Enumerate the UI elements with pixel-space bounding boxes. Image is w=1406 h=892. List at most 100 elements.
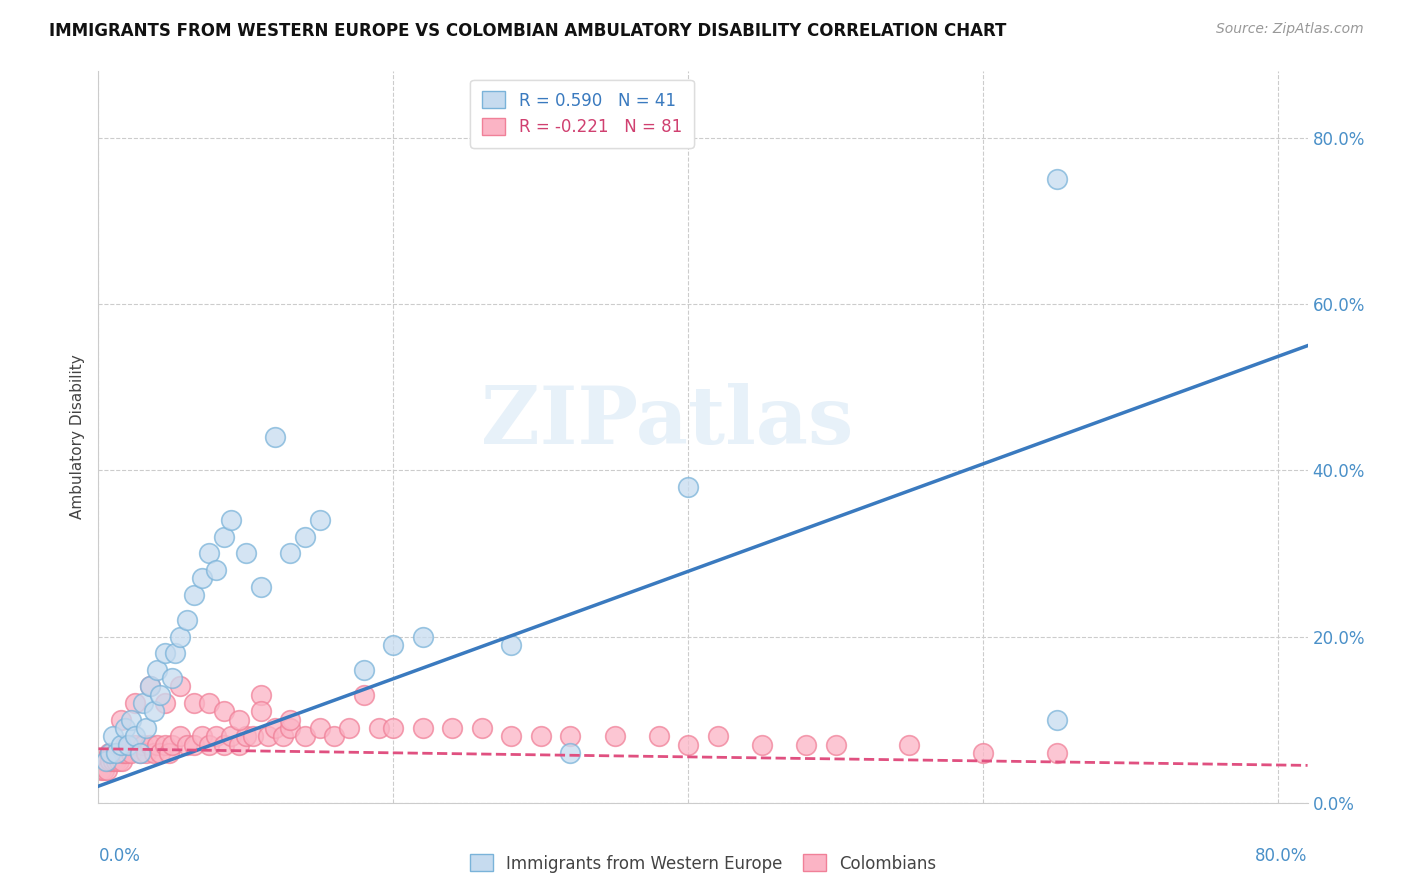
Point [471,721,494,735]
Point [128,746,150,760]
Point [105,754,128,768]
Point [183,738,205,752]
Point [183,696,205,710]
Point [294,729,316,743]
Point [146,663,169,677]
Point [308,721,330,735]
Point [560,746,582,760]
Point [264,430,287,444]
Point [131,696,153,710]
Point [110,738,132,752]
Text: IMMIGRANTS FROM WESTERN EUROPE VS COLOMBIAN AMBULATORY DISABILITY CORRELATION CH: IMMIGRANTS FROM WESTERN EUROPE VS COLOMB… [49,22,1007,40]
Point [972,746,994,760]
Point [501,638,523,652]
Point [100,746,122,760]
Point [257,729,280,743]
Point [382,721,405,735]
Point [271,729,294,743]
Point [560,729,582,743]
Point [115,746,138,760]
Point [212,530,235,544]
Point [124,696,146,710]
Point [235,729,257,743]
Point [153,696,176,710]
Point [249,688,271,702]
Point [114,721,136,735]
Point [176,613,198,627]
Point [530,729,553,743]
Point [110,746,132,760]
Point [176,738,198,752]
Point [278,546,301,560]
Point [219,729,242,743]
Point [143,746,166,760]
Point [212,738,235,752]
Point [149,746,172,760]
Point [382,638,405,652]
Point [160,671,183,685]
Point [94,754,117,768]
Point [235,546,257,560]
Point [165,646,187,660]
Point [108,754,131,768]
Point [139,680,162,694]
Point [205,563,228,577]
Point [228,738,250,752]
Point [278,721,301,735]
Text: 80.0%: 80.0% [1256,847,1308,864]
Point [96,763,118,777]
Text: ZIPatlas: ZIPatlas [481,384,853,461]
Point [128,746,150,760]
Point [353,663,375,677]
Point [143,705,166,719]
Point [124,729,146,743]
Point [678,738,700,752]
Point [412,630,434,644]
Point [149,688,172,702]
Y-axis label: Ambulatory Disability: Ambulatory Disability [70,355,86,519]
Point [105,746,128,760]
Point [111,754,134,768]
Point [112,746,135,760]
Point [205,729,228,743]
Point [139,738,162,752]
Point [120,746,142,760]
Point [93,763,115,777]
Point [678,480,700,494]
Point [323,729,346,743]
Point [794,738,817,752]
Point [139,680,162,694]
Point [101,729,124,743]
Point [107,746,129,760]
Point [153,738,176,752]
Point [98,746,121,760]
Point [249,705,271,719]
Point [183,588,205,602]
Point [412,721,434,735]
Point [157,746,180,760]
Point [169,729,191,743]
Point [219,513,242,527]
Point [146,738,169,752]
Point [242,729,264,743]
Point [264,721,287,735]
Point [169,680,191,694]
Point [98,754,121,768]
Point [131,738,153,752]
Point [90,763,112,777]
Legend: R = 0.590   N = 41, R = -0.221   N = 81: R = 0.590 N = 41, R = -0.221 N = 81 [471,79,693,148]
Point [124,738,146,752]
Legend: Immigrants from Western Europe, Colombians: Immigrants from Western Europe, Colombia… [463,847,943,880]
Point [114,738,136,752]
Point [1046,713,1069,727]
Point [190,571,212,585]
Point [501,729,523,743]
Point [120,713,142,727]
Point [135,746,157,760]
Point [898,738,921,752]
Point [212,705,235,719]
Point [294,530,316,544]
Point [117,738,139,752]
Point [117,738,139,752]
Point [94,754,117,768]
